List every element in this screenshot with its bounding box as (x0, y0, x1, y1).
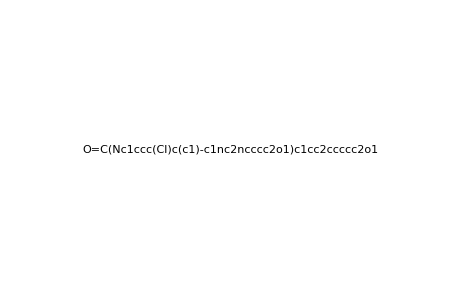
Text: O=C(Nc1ccc(Cl)c(c1)-c1nc2ncccc2o1)c1cc2ccccc2o1: O=C(Nc1ccc(Cl)c(c1)-c1nc2ncccc2o1)c1cc2c… (82, 145, 377, 155)
